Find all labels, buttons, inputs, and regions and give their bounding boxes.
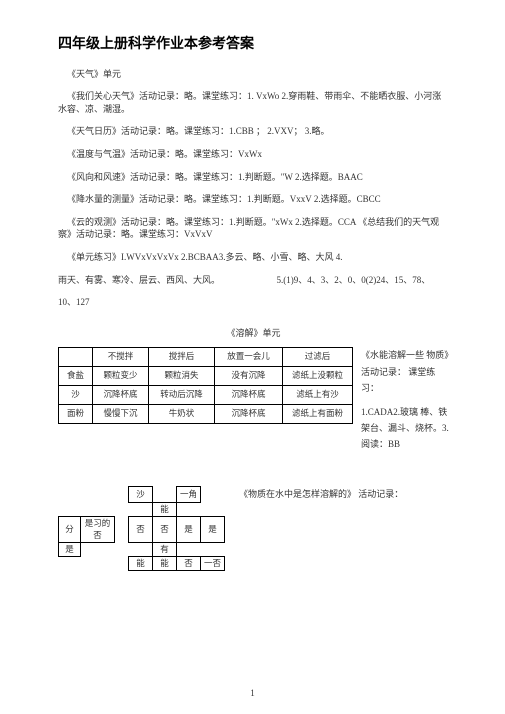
para-4: 《风向和风速》活动记录：略。课堂练习：1.判断题。"W 2.选择题。BAAC [58, 171, 449, 184]
table2-cell [115, 517, 129, 543]
para-5: 《降水量的测量》活动记录：略。课堂练习：1.判断题。VxxV 2.选择题。CBC… [58, 193, 449, 206]
para-7d: 10、127 [58, 296, 449, 309]
table2-cell [59, 557, 81, 571]
table1-cell: 面粉 [59, 404, 93, 423]
table1-cell: 沙 [59, 386, 93, 405]
para-6: 《云的观测》活动记录：略。课堂练习：1.判断题。"xWx 2.选择题。CCA 《… [58, 216, 449, 241]
table1-cell: 牛奶状 [149, 404, 215, 423]
unit1-heading: 《天气》单元 [58, 68, 449, 81]
table2-cell [129, 503, 153, 517]
table1-cell: 颗粒消失 [149, 367, 215, 386]
para-2: 《天气日历》活动记录：略。课堂练习：1.CBB ； 2.VXV； 3.略。 [58, 125, 449, 138]
para-3: 《温度与气温》活动记录：略。课堂练习：VxWx [58, 148, 449, 161]
table1-cell: 食盐 [59, 367, 93, 386]
table1-cell: 颗粒变少 [93, 367, 149, 386]
table2-cell [81, 557, 115, 571]
para-7c-text: 5.(1)9、4、3、2、0、0(2)24、15、78、 [277, 275, 431, 285]
table1-cell: 转动后沉降 [149, 386, 215, 405]
table2-cell: 沙 [129, 487, 153, 503]
table2-cell: 是 [59, 543, 81, 557]
table2-cell [201, 487, 225, 503]
para-7bc: 雨天、有雾、寒冷、层云、西风、大风。 5.(1)9、4、3、2、0、0(2)24… [58, 274, 449, 287]
para-7b-text: 雨天、有雾、寒冷、层云、西风、大风。 [58, 275, 220, 285]
table2-cell: 能 [153, 557, 177, 571]
table2-cell [115, 543, 129, 557]
table1-header: 不搅拌 [93, 348, 149, 367]
table1-cell: 没有沉降 [215, 367, 283, 386]
table1-header: 过滤后 [283, 348, 353, 367]
para-8: 《物质在水中是怎样溶解的》 活动记录： [239, 486, 449, 502]
table2-cell: 一角 [177, 487, 201, 503]
table2-cell [115, 487, 129, 503]
unit2-heading: 《溶解》单元 [58, 327, 449, 340]
table2-cell [81, 503, 115, 517]
table1-cell: 沉降杯底 [215, 386, 283, 405]
table2-cell: 有 [153, 543, 177, 557]
table2-cell [81, 543, 115, 557]
table2-cell: 一否 [201, 557, 225, 571]
side-text-2: 1.CADA2.玻璃 棒、铁架台、漏斗、烧杯。3.阅读：BB [361, 404, 449, 453]
table1-header [59, 348, 93, 367]
table2-cell [201, 543, 225, 557]
table2-cell: 是 [201, 517, 225, 543]
second-table: 沙一角能分是习的否否否是是是有能能否一否 [58, 486, 225, 571]
table1-cell: 滤纸上有沙 [283, 386, 353, 405]
table1-cell: 沉降杯底 [93, 386, 149, 405]
table2-cell [59, 503, 81, 517]
table1-cell: 滤纸上没颗粒 [283, 367, 353, 386]
table1-cell: 滤纸上有面粉 [283, 404, 353, 423]
table2-cell [201, 503, 225, 517]
page-number: 1 [0, 687, 505, 700]
table2-cell [153, 487, 177, 503]
side-text-1: 《水能溶解一些 物质》活动记录： 课堂练习： [361, 347, 449, 396]
table2-cell: 分 [59, 517, 81, 543]
table2-cell [81, 487, 115, 503]
table1-header: 搅拌后 [149, 348, 215, 367]
table2-cell [59, 487, 81, 503]
para-1: 《我们关心天气》活动记录：略。课堂练习：1. VxWo 2.穿雨鞋、带雨伞、不能… [58, 90, 449, 115]
table2-cell: 否 [153, 517, 177, 543]
table2-cell: 能 [129, 557, 153, 571]
table2-cell: 否 [129, 517, 153, 543]
table2-cell [115, 503, 129, 517]
table2-cell [115, 557, 129, 571]
table2-cell: 能 [153, 503, 177, 517]
table1-cell: 慢慢下沉 [93, 404, 149, 423]
table2-cell [177, 503, 201, 517]
table2-cell [129, 543, 153, 557]
para-7a: 《单元练习》I.WVxVxVxVx 2.BCBAA3.多云、略、小雪、略、大风 … [58, 251, 449, 264]
table2-cell: 是 [177, 517, 201, 543]
page-title: 四年级上册科学作业本参考答案 [58, 34, 449, 54]
dissolve-table: 不搅拌搅拌后放置一会儿过滤后食盐颗粒变少颗粒消失没有沉降滤纸上没颗粒沙沉降杯底转… [58, 347, 353, 424]
table1-cell: 沉降杯底 [215, 404, 283, 423]
table2-cell: 否 [177, 557, 201, 571]
table1-header: 放置一会儿 [215, 348, 283, 367]
table2-cell: 是习的否 [81, 517, 115, 543]
table2-cell [177, 543, 201, 557]
